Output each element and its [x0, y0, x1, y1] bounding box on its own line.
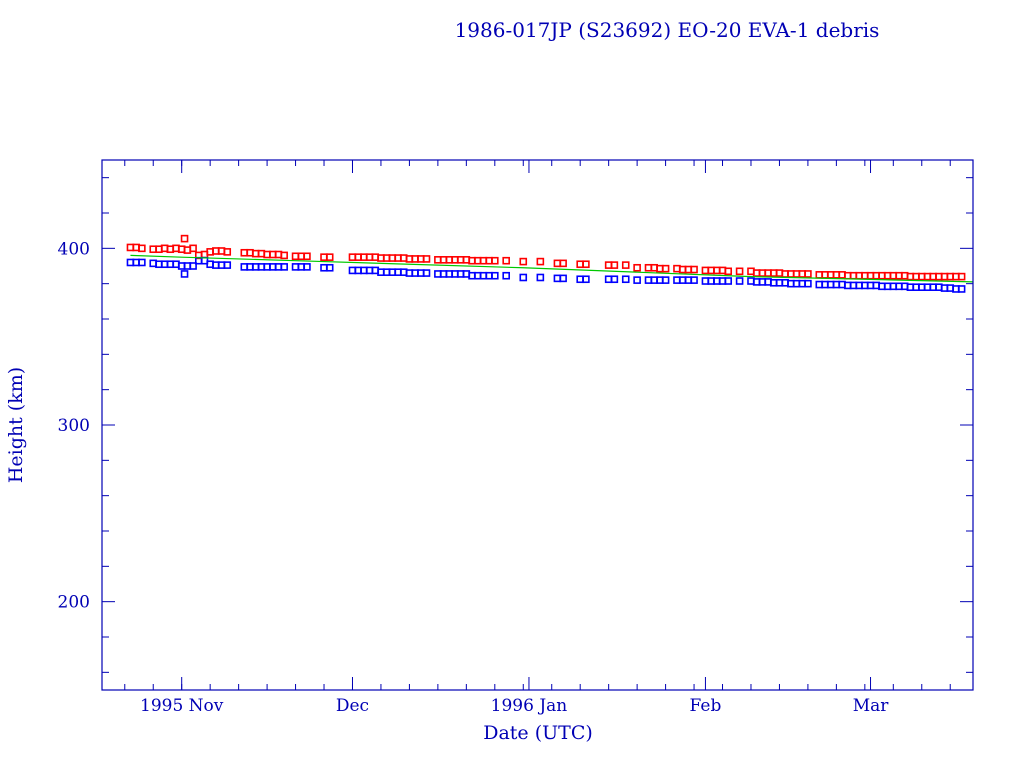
perigee-point	[491, 271, 499, 280]
x-tick-label: Mar	[853, 696, 890, 716]
perigee-point	[325, 263, 334, 272]
apogee-point	[519, 257, 528, 266]
apogee-point	[957, 272, 966, 281]
perigee-point	[804, 279, 812, 288]
perigee-point	[621, 275, 630, 284]
x-tick-label: 1995 Nov	[140, 696, 224, 716]
perigee-point	[180, 270, 189, 278]
perigee-point	[502, 271, 510, 280]
apogee-point	[559, 259, 567, 268]
y-tick-label: 300	[58, 416, 90, 436]
apogee-point	[582, 260, 590, 269]
apogee-point	[610, 261, 619, 269]
perigee-point	[303, 263, 311, 271]
perigee-point	[582, 275, 590, 284]
perigee-point	[138, 258, 146, 267]
series-layer	[126, 234, 974, 293]
perigee-point	[422, 269, 431, 277]
apogee-point	[280, 251, 288, 260]
perigee-point	[223, 261, 232, 269]
apogee-point	[303, 252, 311, 261]
chart-title: 1986-017JP (S23692) EO-20 EVA-1 debris	[455, 18, 880, 42]
apogee-point	[735, 267, 744, 276]
perigee-point	[189, 262, 197, 270]
perigee-point	[610, 275, 619, 284]
y-tick-label: 200	[58, 593, 90, 613]
perigee-point	[957, 285, 966, 293]
plot-frame	[101, 159, 974, 691]
apogee-point	[804, 270, 812, 278]
apogee-point	[661, 264, 670, 273]
apogee-point	[180, 234, 189, 243]
apogee-point	[491, 256, 499, 265]
perigee-point	[735, 277, 744, 285]
y-axis-label: Height (km)	[5, 367, 27, 483]
x-axis-label: Date (UTC)	[483, 722, 593, 744]
apogee-point	[422, 255, 431, 263]
perigee-point	[519, 273, 528, 282]
apogee-point	[223, 248, 232, 256]
apogee-point	[138, 244, 146, 253]
apogee-point	[189, 244, 197, 253]
axes: 200 300 400 1995 Nov Dec 1996 Jan Feb Mar	[58, 159, 974, 716]
x-tick-label: Feb	[690, 696, 722, 716]
perigee-point	[724, 277, 733, 285]
perigee-point	[559, 274, 567, 283]
apogee-point	[724, 267, 733, 276]
perigee-point	[280, 263, 288, 271]
apogee-point	[621, 261, 630, 269]
perigee-point	[633, 276, 641, 284]
apogee-point	[502, 256, 510, 265]
perigee-point	[661, 276, 670, 284]
perigee-point	[690, 276, 698, 284]
x-tick-label: 1996 Jan	[491, 696, 568, 716]
perigee-point	[536, 273, 545, 282]
x-tick-label: Dec	[336, 696, 369, 716]
apogee-point	[633, 263, 641, 272]
apogee-point	[536, 257, 545, 266]
y-tick-label: 400	[58, 239, 90, 259]
apogee-point	[325, 253, 334, 261]
mean-height-line	[130, 254, 974, 283]
apogee-point	[690, 265, 698, 274]
